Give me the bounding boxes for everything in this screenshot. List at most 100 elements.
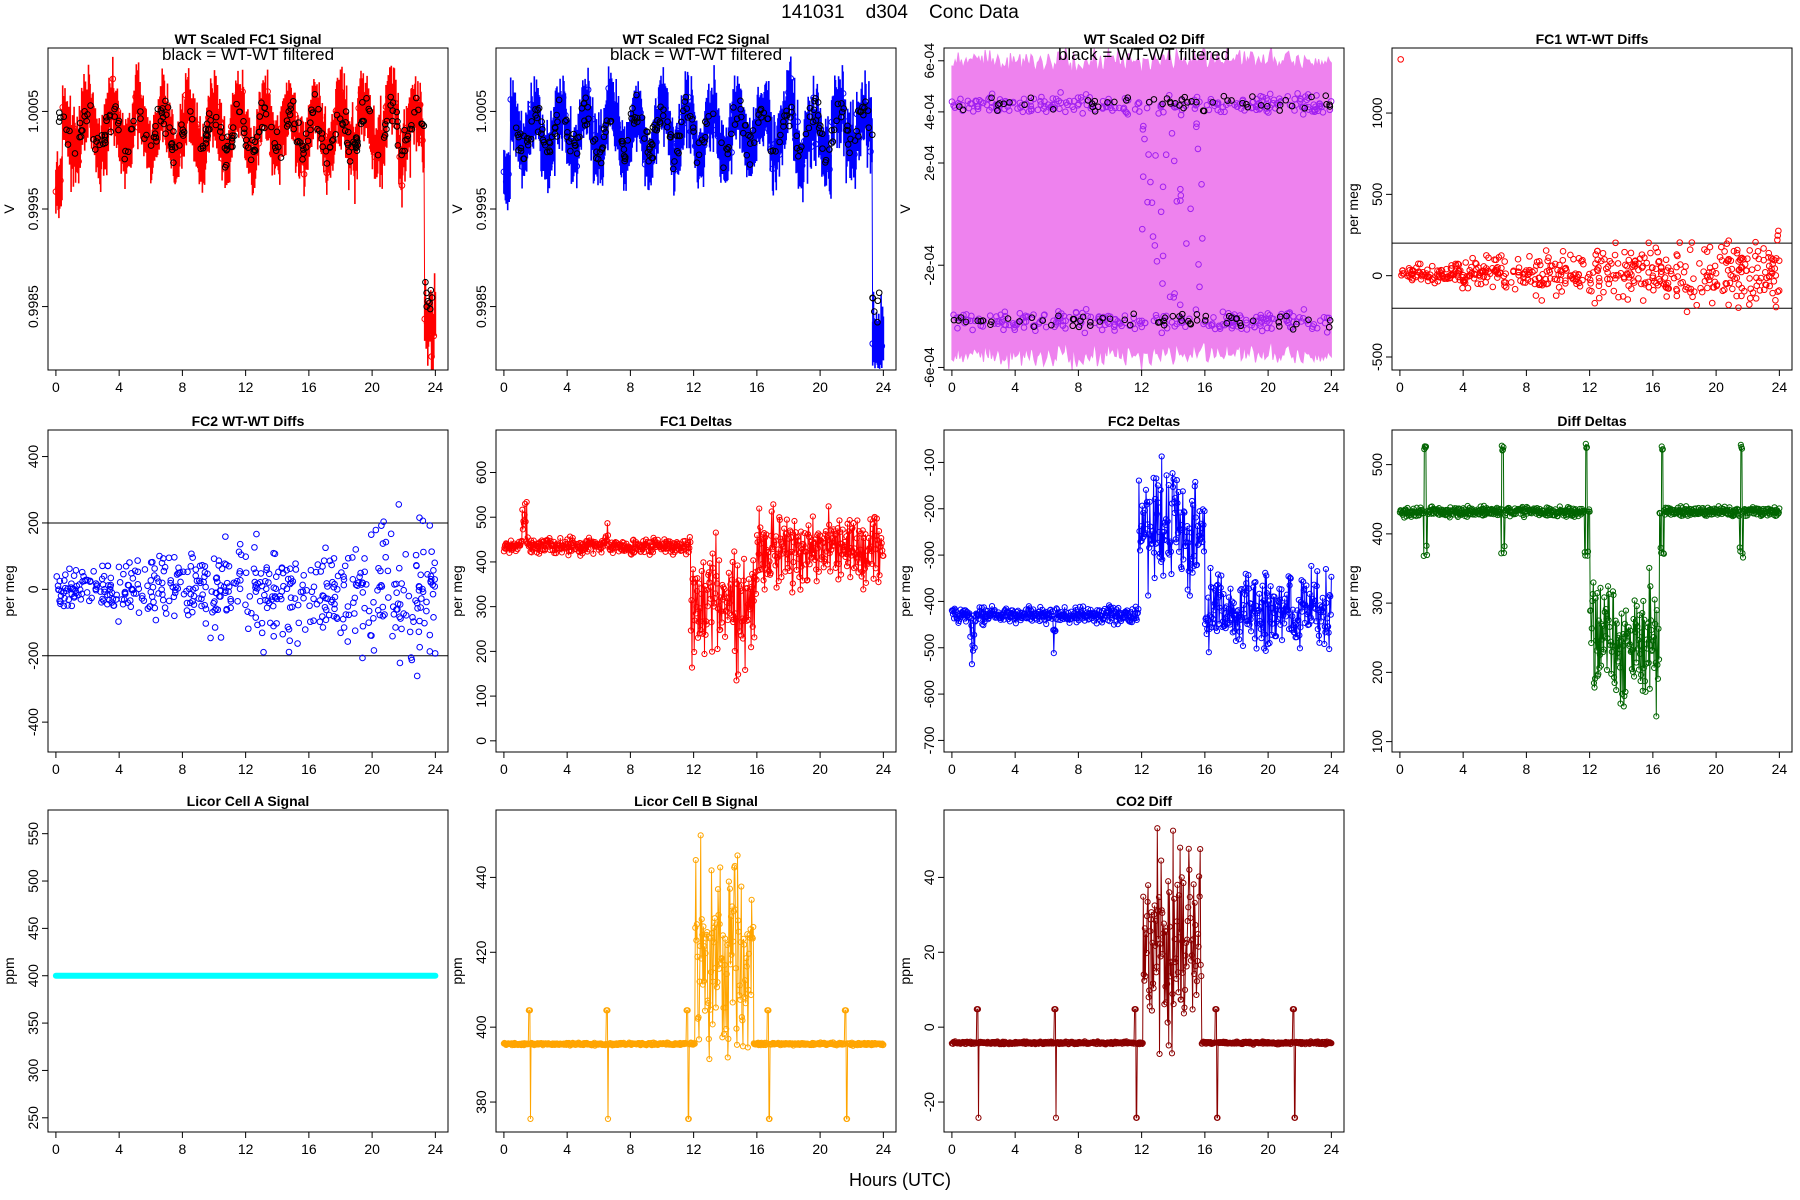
data-point — [1178, 317, 1185, 324]
data-point — [359, 654, 366, 662]
data-point — [858, 530, 865, 537]
data-point — [246, 593, 254, 600]
data-point — [153, 138, 160, 145]
data-point — [1679, 279, 1686, 286]
data-point — [342, 108, 350, 115]
data-point — [1106, 313, 1114, 320]
data-point — [1075, 617, 1082, 624]
data-point — [73, 146, 80, 154]
data-point — [794, 541, 801, 548]
data-point — [159, 596, 167, 604]
data-point — [225, 588, 232, 595]
data-point — [819, 145, 826, 152]
data-point — [598, 146, 606, 153]
data-point — [1264, 641, 1272, 648]
data-point — [1296, 314, 1303, 321]
data-point — [1752, 295, 1760, 302]
data-point — [385, 594, 392, 601]
data-point — [565, 552, 572, 559]
data-point — [1611, 679, 1618, 687]
data-point — [795, 152, 802, 160]
data-point — [163, 111, 170, 119]
data-point — [1738, 445, 1746, 452]
data-point — [1631, 597, 1638, 604]
data-point — [1193, 98, 1200, 106]
data-point — [1077, 94, 1085, 101]
data-point — [1634, 645, 1641, 652]
data-point — [845, 559, 852, 566]
data-point — [308, 106, 315, 114]
data-point — [604, 520, 611, 527]
data-point — [730, 616, 737, 623]
data-point — [222, 533, 229, 540]
data-point — [746, 606, 754, 613]
data-point — [867, 543, 874, 550]
data-point — [1595, 274, 1603, 282]
data-point — [132, 93, 139, 101]
data-point — [811, 556, 819, 563]
data-point — [1640, 597, 1647, 605]
data-point — [1322, 565, 1330, 573]
data-point — [1653, 713, 1660, 720]
y-tick-label: -400 — [25, 708, 41, 736]
data-point — [1662, 256, 1670, 264]
data-point — [621, 157, 628, 165]
x-tick-label: 0 — [52, 761, 60, 777]
data-point — [1199, 506, 1206, 513]
data-point — [106, 113, 114, 120]
data-point — [1609, 588, 1617, 595]
data-point — [1075, 323, 1083, 331]
data-point — [1690, 275, 1697, 282]
data-point — [158, 586, 165, 593]
data-point — [63, 119, 71, 127]
data-point — [729, 576, 736, 583]
data-point — [526, 1007, 534, 1014]
data-point — [794, 533, 801, 541]
data-point — [868, 131, 876, 139]
data-point — [1612, 275, 1619, 282]
data-point — [353, 134, 361, 142]
data-point — [286, 637, 294, 645]
data-point — [1688, 239, 1696, 246]
data-point — [249, 136, 256, 144]
data-point — [1531, 276, 1539, 283]
data-point — [1735, 304, 1742, 311]
data-point — [524, 534, 531, 541]
data-point — [1597, 662, 1605, 669]
data-point — [134, 557, 141, 564]
data-point — [1200, 320, 1207, 328]
data-point — [832, 564, 839, 572]
data-point — [1239, 642, 1247, 650]
data-point — [1173, 477, 1180, 484]
data-point — [139, 116, 146, 124]
data-point — [1641, 616, 1648, 623]
data-point — [115, 618, 122, 625]
plot-frame — [47, 429, 449, 753]
data-point — [61, 106, 69, 114]
data-point — [865, 560, 872, 567]
data-point — [780, 118, 787, 126]
data-point — [712, 529, 719, 536]
data-point — [1208, 613, 1215, 621]
data-point — [1663, 293, 1670, 300]
data-point — [604, 532, 612, 539]
data-point — [1586, 508, 1593, 515]
data-point — [1749, 289, 1757, 296]
data-point — [1483, 252, 1490, 259]
data-point — [1754, 264, 1761, 272]
data-point — [1284, 93, 1292, 100]
data-point — [1769, 256, 1776, 263]
data-point — [244, 625, 252, 633]
data-point — [768, 508, 775, 515]
data-point — [1161, 314, 1169, 322]
data-point — [202, 132, 210, 139]
data-point — [1224, 97, 1231, 104]
data-point — [1262, 647, 1269, 654]
data-point — [833, 530, 840, 537]
data-point — [957, 95, 964, 103]
data-point — [1626, 269, 1634, 277]
data-point — [1746, 301, 1753, 308]
data-point — [843, 533, 850, 540]
data-point — [315, 127, 323, 134]
